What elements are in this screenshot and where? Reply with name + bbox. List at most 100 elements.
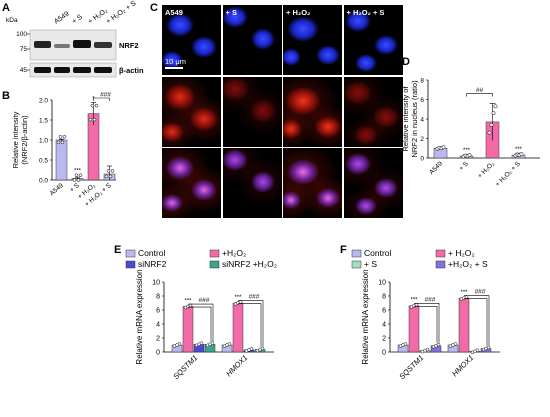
y-axis-label: Relative mRNA expression (135, 269, 144, 364)
legend-swatch (209, 260, 220, 269)
sig-marker: *** (234, 295, 242, 301)
data-point (467, 153, 472, 158)
y-tick-label: 4 (382, 322, 386, 329)
sig-bracket (464, 295, 490, 346)
data-point (441, 145, 446, 150)
sig-marker: * (92, 96, 95, 102)
actin-band (54, 67, 70, 73)
data-point (104, 174, 109, 179)
y-tick-label: 2.0 (39, 98, 48, 105)
panel-label-c: C (150, 2, 158, 14)
x-tick-label: + H₂O₂ + S (494, 160, 522, 188)
data-point (60, 140, 65, 145)
sig-marker: ### (199, 297, 210, 304)
sig-marker: *** (460, 290, 468, 296)
micrograph-label: + S (225, 8, 237, 17)
y-tick-label: 4 (420, 117, 424, 124)
data-point (403, 342, 408, 346)
micrograph-label: A549 (165, 8, 183, 17)
scale-bar-label: 10 μm (165, 57, 186, 66)
gene-label: SQSTM1 (397, 353, 425, 381)
sig-marker: ### (425, 296, 436, 303)
y-tick-label: 2 (156, 336, 160, 343)
y-tick-label: 0 (382, 350, 386, 357)
data-point (414, 303, 419, 307)
data-point (58, 135, 63, 139)
data-point (260, 346, 265, 351)
kda-label: kDa (6, 17, 18, 24)
sig-marker: ### (100, 92, 111, 99)
microscopy-grid: A549 10 μm + S + H₂O₂ + H₂O₂ + S (162, 5, 403, 219)
sig-marker: *** (410, 298, 418, 304)
data-point (493, 104, 498, 109)
y-axis-label: Relative intensity of (401, 86, 410, 152)
micrograph-dapi: + H₂O₂ + S (343, 5, 403, 75)
y-axis-label: Relative intensity (11, 111, 20, 168)
bar (182, 306, 194, 353)
sig-bracket (414, 306, 438, 343)
data-point (425, 347, 430, 352)
y-tick-label: 8 (156, 294, 160, 301)
panel-label-a: A (2, 2, 10, 14)
sig-marker: *** (463, 148, 471, 154)
micrograph-nrf2 (343, 76, 403, 147)
data-point (76, 178, 81, 182)
data-point (464, 295, 469, 299)
bar (55, 139, 68, 181)
data-point (249, 347, 254, 351)
sig-bracket (238, 303, 262, 347)
nrf2-band (94, 42, 112, 48)
data-point (62, 135, 67, 139)
data-point (110, 169, 115, 173)
band-label-actin: β-actin (119, 66, 144, 75)
chart-d: 0 2 4 6 8 Relative intensity of NRF2 in nucleu… (401, 78, 540, 188)
legend-label: siNRF2 +H₂O₂ (222, 259, 277, 269)
x-tick-label: A549 (428, 160, 444, 176)
y-axis-label: NRF2 in nucleus (ratio) (410, 80, 419, 158)
y-tick-label: 0.0 (39, 178, 48, 185)
data-point (188, 303, 193, 308)
sig-bracket (414, 303, 440, 343)
legend-label: siNRF2 (138, 259, 167, 269)
data-point (72, 178, 77, 182)
y-axis-label: (NRF2/β-actin) (20, 115, 29, 165)
data-point (486, 345, 491, 350)
x-tick-label: + S (458, 160, 470, 172)
scale-bar (165, 67, 183, 69)
western-blot: kDa A549 + S + H₂O₂ + H₂O₂ + S 100 75 45… (6, 0, 144, 78)
legend-swatch (435, 260, 446, 269)
y-tick-label: 10 (378, 280, 386, 287)
data-point (92, 117, 97, 122)
data-point (177, 342, 182, 346)
y-tick-label: 1.5 (39, 118, 48, 125)
y-tick-label: 1.0 (39, 138, 48, 145)
data-point (489, 122, 494, 127)
sig-bracket (188, 306, 212, 342)
legend-label: + S (364, 259, 377, 269)
data-point (453, 342, 458, 346)
data-point (56, 140, 61, 145)
chart-f: Control + H₂O₂ + S +H₂O₂ + S 0 2 4 6 8 10 Relative… (351, 248, 500, 381)
micrograph-label: + H₂O₂ + S (346, 8, 385, 17)
micrograph-dapi: + H₂O₂ (283, 5, 342, 75)
nrf2-band (54, 44, 70, 48)
data-point (74, 173, 79, 177)
legend-label: + H₂O₂ (448, 248, 475, 258)
micrograph-merge (283, 148, 342, 218)
marker-label: 75 (20, 46, 28, 53)
data-point (491, 111, 496, 116)
y-tick-label: 6 (420, 97, 424, 104)
gene-label: SQSTM1 (171, 353, 199, 381)
chart-e: Control +H₂O₂ siNRF2 siNRF2 +H₂O₂ 0 2 4 6 8 10 Rel… (125, 248, 277, 381)
sig-marker: ## (476, 87, 484, 94)
legend-label: +H₂O₂ (222, 248, 246, 258)
y-tick-label: 6 (382, 308, 386, 315)
y-tick-label: 10 (152, 280, 160, 287)
sig-bracket (464, 298, 488, 346)
micrograph-merge (343, 148, 403, 218)
x-tick-label: A549 (49, 182, 65, 197)
micrograph-merge (162, 148, 221, 218)
legend-swatch (351, 260, 362, 269)
micrograph-dapi: + S (222, 5, 282, 75)
panel-label-d: D (402, 56, 410, 68)
